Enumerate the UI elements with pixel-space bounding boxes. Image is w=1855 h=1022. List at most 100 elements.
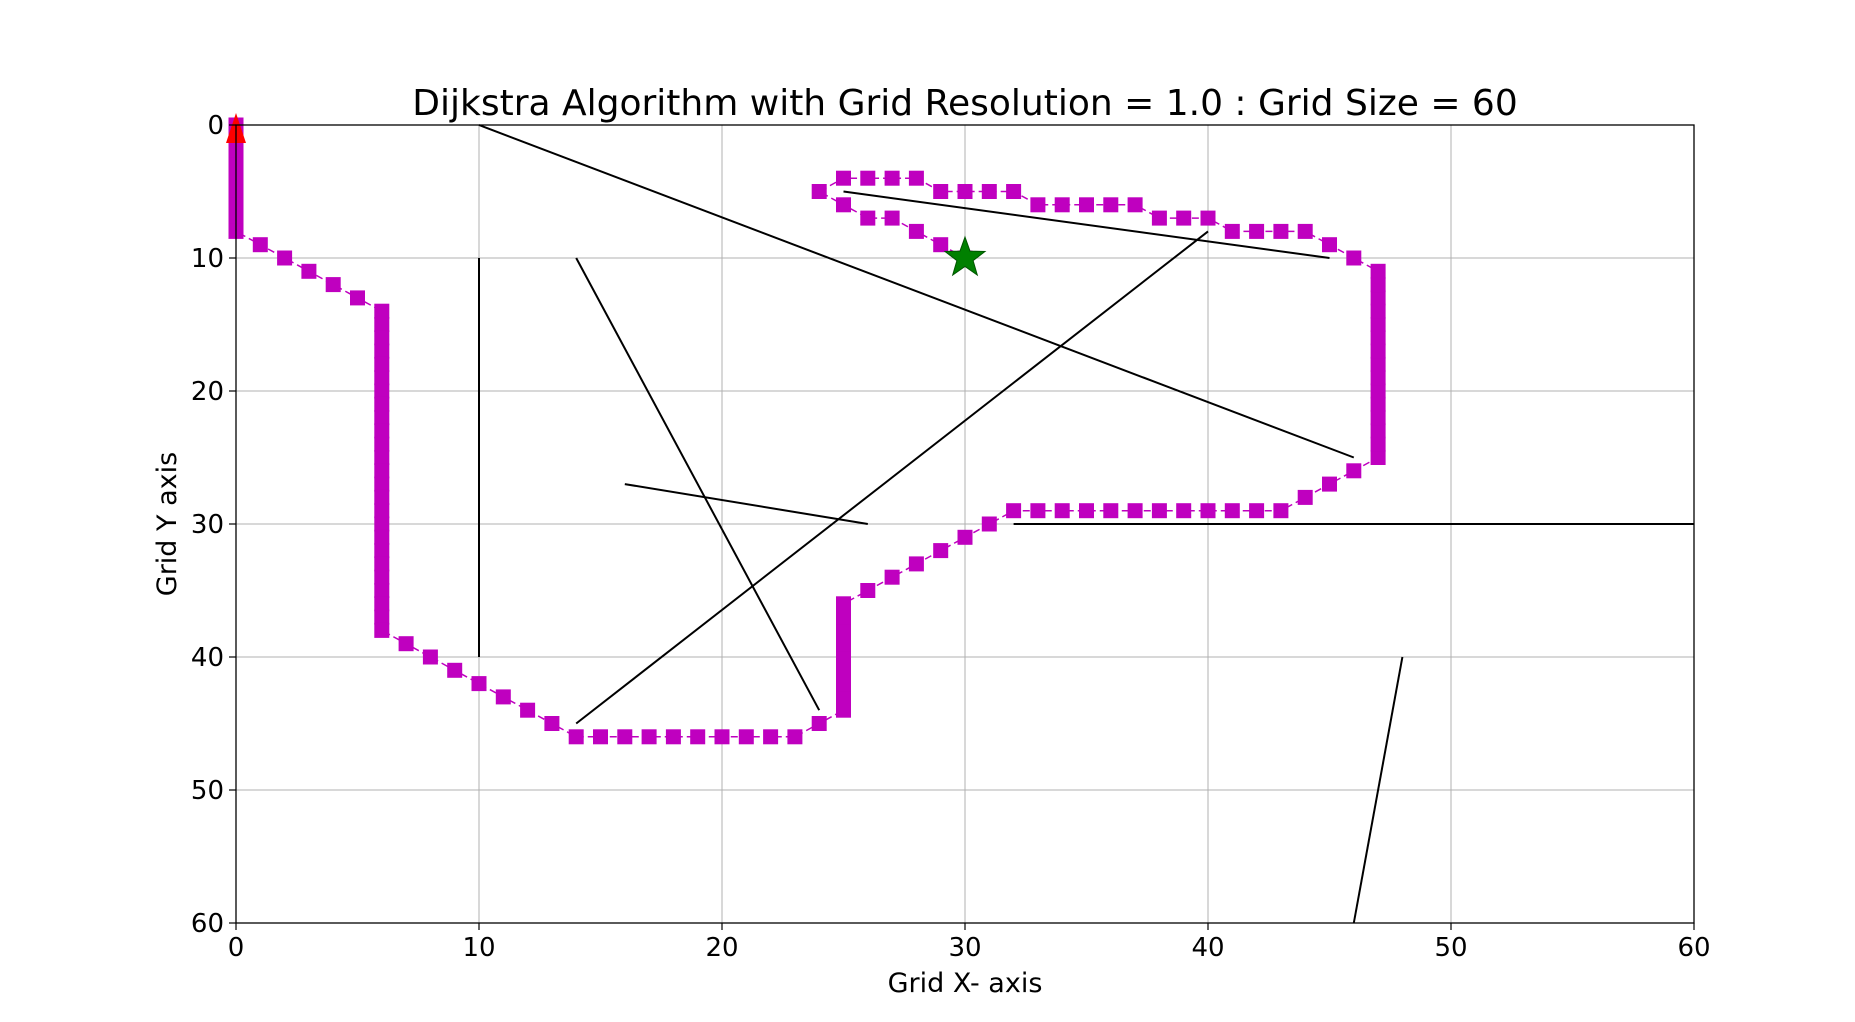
path-point bbox=[1370, 410, 1386, 426]
y-tick-label: 30 bbox=[191, 510, 224, 540]
path-point bbox=[1249, 503, 1265, 519]
path-point bbox=[374, 317, 390, 332]
path-point bbox=[374, 303, 390, 319]
path-point bbox=[593, 729, 608, 745]
path-point bbox=[447, 662, 463, 678]
path-point bbox=[811, 184, 827, 199]
path-point bbox=[1370, 383, 1386, 399]
path-point bbox=[374, 609, 390, 625]
path-point bbox=[690, 729, 706, 745]
path-point bbox=[836, 702, 851, 718]
path-point bbox=[836, 609, 851, 625]
path-point bbox=[933, 237, 949, 253]
path-point bbox=[836, 676, 851, 692]
path-point bbox=[1370, 436, 1386, 452]
x-tick-label: 20 bbox=[705, 933, 738, 963]
path-point bbox=[1006, 503, 1022, 519]
path-point bbox=[617, 729, 633, 745]
obstacle-line bbox=[575, 230, 1209, 725]
path-point bbox=[1079, 197, 1094, 213]
path-point bbox=[1151, 503, 1167, 519]
x-tick-label: 50 bbox=[1434, 933, 1467, 963]
x-tick-label: 30 bbox=[948, 933, 981, 963]
path-point bbox=[1006, 184, 1022, 199]
y-tick-label: 60 bbox=[191, 909, 224, 939]
path-point bbox=[836, 662, 851, 678]
obstacle-line bbox=[843, 190, 1330, 259]
path-point bbox=[398, 636, 414, 652]
path-point bbox=[374, 622, 390, 638]
path-point bbox=[763, 729, 779, 745]
path-point bbox=[1297, 223, 1313, 239]
path-point bbox=[933, 543, 949, 559]
path-point bbox=[374, 556, 390, 572]
path-point bbox=[1370, 343, 1386, 359]
path-point bbox=[1054, 503, 1070, 519]
path-point bbox=[374, 356, 390, 372]
path-point bbox=[981, 184, 997, 199]
path-point bbox=[1370, 303, 1386, 319]
path-point bbox=[1322, 237, 1337, 253]
path-point bbox=[374, 330, 390, 346]
path-point bbox=[1176, 210, 1192, 226]
path-point bbox=[908, 170, 924, 186]
obstacle-line bbox=[478, 124, 1355, 459]
path-point bbox=[374, 343, 390, 359]
path-point bbox=[1273, 223, 1289, 239]
path-point bbox=[665, 729, 681, 745]
y-axis-label: Grid Y axis bbox=[152, 452, 183, 596]
path-point bbox=[1127, 503, 1143, 519]
path-point bbox=[1370, 330, 1386, 346]
path-point bbox=[836, 636, 851, 652]
path-point bbox=[836, 622, 851, 638]
path-point bbox=[374, 583, 390, 598]
path-point bbox=[1127, 197, 1143, 213]
path-point bbox=[1103, 503, 1119, 519]
path-point bbox=[374, 596, 390, 612]
path-point bbox=[933, 184, 949, 199]
path-point bbox=[252, 237, 268, 253]
path-point bbox=[374, 410, 390, 426]
path-point bbox=[374, 450, 390, 465]
path-point bbox=[884, 170, 900, 186]
path-point bbox=[471, 676, 487, 692]
path-point bbox=[1370, 370, 1386, 386]
path-point bbox=[957, 529, 973, 545]
x-tick-label: 60 bbox=[1677, 933, 1710, 963]
path-point bbox=[884, 210, 900, 226]
path-point bbox=[568, 729, 584, 745]
y-tick-label: 0 bbox=[207, 111, 224, 141]
path-point bbox=[836, 170, 851, 186]
path-point bbox=[811, 716, 827, 731]
path-point bbox=[277, 250, 293, 266]
path-point bbox=[641, 729, 657, 745]
path-point bbox=[860, 583, 876, 598]
path-point bbox=[350, 290, 365, 306]
path-point bbox=[325, 277, 341, 293]
path-point bbox=[1200, 210, 1216, 226]
path-point bbox=[836, 649, 851, 665]
path-point bbox=[544, 716, 560, 731]
y-tick-label: 40 bbox=[191, 643, 224, 673]
path-point bbox=[374, 543, 390, 559]
path-point bbox=[495, 689, 511, 705]
path-point bbox=[1370, 277, 1386, 293]
path-point bbox=[1030, 197, 1046, 213]
path-point bbox=[374, 423, 390, 439]
path-point bbox=[1103, 197, 1119, 213]
x-tick-label: 10 bbox=[462, 933, 495, 963]
x-tick-label: 40 bbox=[1191, 933, 1224, 963]
path-point bbox=[836, 596, 851, 612]
path-point bbox=[374, 383, 390, 399]
x-tick-label: 0 bbox=[228, 933, 245, 963]
path-point bbox=[1151, 210, 1167, 226]
path-point bbox=[1346, 463, 1362, 479]
path-point bbox=[374, 436, 390, 452]
path-point bbox=[374, 396, 390, 412]
path-point bbox=[738, 729, 754, 745]
path-point bbox=[957, 184, 973, 199]
path-point bbox=[374, 463, 390, 479]
path-point bbox=[714, 729, 730, 745]
